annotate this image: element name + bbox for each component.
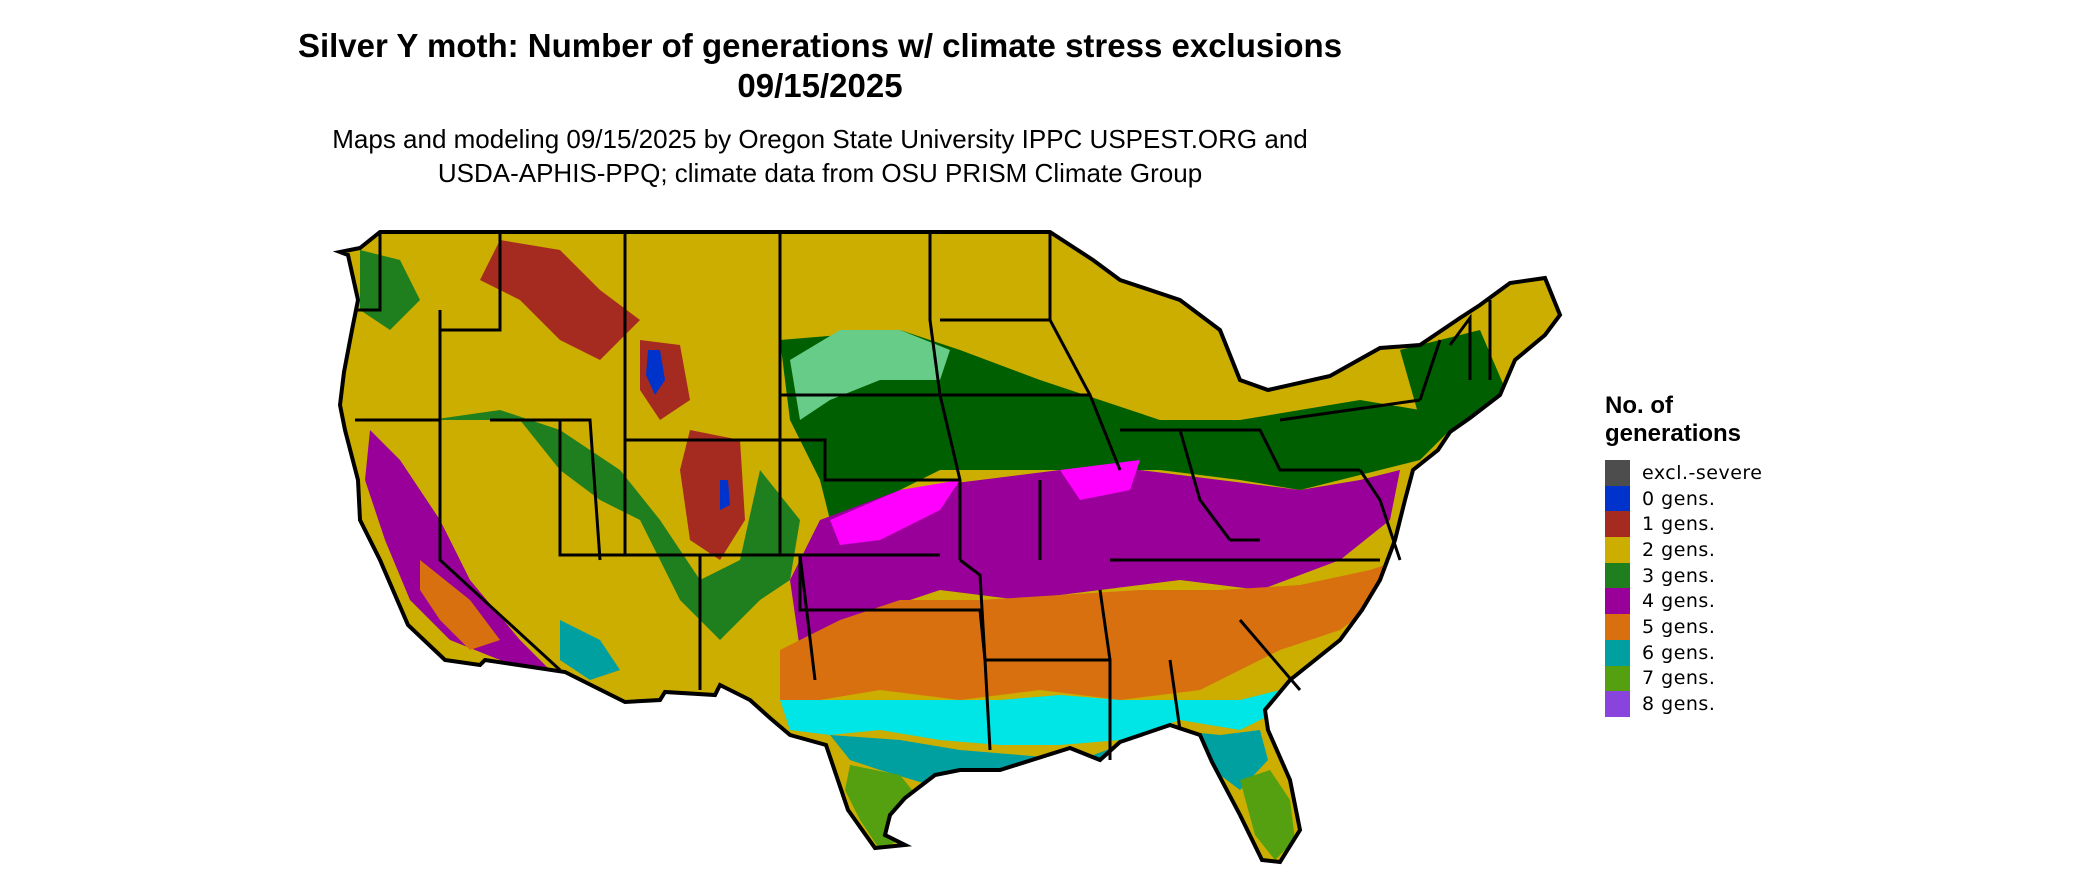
legend-swatch bbox=[1605, 562, 1630, 589]
legend-item: 6 gens. bbox=[1605, 639, 1763, 666]
legend-title-line-2: generations bbox=[1605, 420, 1742, 447]
legend-item: 0 gens. bbox=[1605, 485, 1763, 512]
zone-4-gens-california bbox=[365, 430, 560, 680]
zone-3-gens-west bbox=[430, 410, 800, 640]
credits-line-1: Maps and modeling 09/15/2025 by Oregon S… bbox=[332, 124, 1308, 154]
us-generations-map bbox=[338, 230, 1562, 878]
legend-label: excl.-severe bbox=[1642, 461, 1763, 484]
state-borders bbox=[355, 232, 1492, 760]
zone-8-gens-keys bbox=[1245, 866, 1270, 878]
legend-title: No. of generations bbox=[1605, 392, 1763, 448]
legend-item: excl.-severe bbox=[1605, 460, 1763, 486]
legend-swatch bbox=[1605, 460, 1630, 486]
legend-item: 8 gens. bbox=[1605, 691, 1763, 717]
zone-6-gens-arizona bbox=[560, 620, 620, 680]
legend-swatch bbox=[1605, 537, 1630, 563]
zone-4-gens-south-central bbox=[790, 470, 1400, 650]
zone-7-gens-florida bbox=[1240, 770, 1295, 860]
title-date: 09/15/2025 bbox=[737, 67, 903, 104]
legend-swatch bbox=[1605, 614, 1630, 640]
zone-3-gens-midwest bbox=[780, 330, 1450, 520]
legend-title-line-1: No. of bbox=[1605, 392, 1673, 419]
zone-6-gens-gulf bbox=[780, 690, 1280, 745]
zone-5-gens-southwest bbox=[420, 560, 500, 650]
map-credits: Maps and modeling 09/15/2025 by Oregon S… bbox=[0, 122, 1640, 190]
legend-swatch bbox=[1605, 639, 1630, 666]
map-legend: No. of generations excl.-severe 0 gens. … bbox=[1605, 392, 1763, 717]
legend-label: 8 gens. bbox=[1642, 693, 1716, 716]
legend-item: 2 gens. bbox=[1605, 537, 1763, 563]
legend-item: 7 gens. bbox=[1605, 665, 1763, 692]
legend-label: 6 gens. bbox=[1642, 641, 1716, 664]
legend-swatch bbox=[1605, 691, 1630, 717]
legend-swatch bbox=[1605, 485, 1630, 512]
zone-magenta-kansas bbox=[830, 480, 960, 545]
legend-label: 3 gens. bbox=[1642, 564, 1716, 587]
zone-1-gen-colorado bbox=[680, 430, 745, 560]
legend-swatch bbox=[1605, 511, 1630, 538]
legend-label: 1 gens. bbox=[1642, 513, 1716, 536]
legend-label: 2 gens. bbox=[1642, 538, 1716, 561]
legend-item: 3 gens. bbox=[1605, 562, 1763, 589]
legend-item: 1 gens. bbox=[1605, 511, 1763, 538]
legend-item: 4 gens. bbox=[1605, 588, 1763, 615]
legend-label: 5 gens. bbox=[1642, 615, 1716, 638]
legend-label: 4 gens. bbox=[1642, 590, 1716, 613]
zone-0-gens-colorado bbox=[720, 480, 730, 510]
title-line-1: Silver Y moth: Number of generations w/ … bbox=[297, 27, 1343, 64]
zone-light-green-plains bbox=[790, 330, 950, 420]
zone-5-gens-south bbox=[780, 560, 1400, 700]
legend-item: 5 gens. bbox=[1605, 614, 1763, 640]
credits-line-2: USDA-APHIS-PPQ; climate data from OSU PR… bbox=[437, 158, 1203, 188]
legend-label: 0 gens. bbox=[1642, 487, 1716, 510]
zone-0-gens-mountains bbox=[646, 350, 665, 395]
zone-1-gen-rockies bbox=[480, 240, 640, 360]
legend-swatch bbox=[1605, 588, 1630, 615]
legend-label: 7 gens. bbox=[1642, 667, 1716, 690]
map-title: Silver Y moth: Number of generations w/ … bbox=[0, 26, 1640, 106]
legend-swatch bbox=[1605, 665, 1630, 692]
